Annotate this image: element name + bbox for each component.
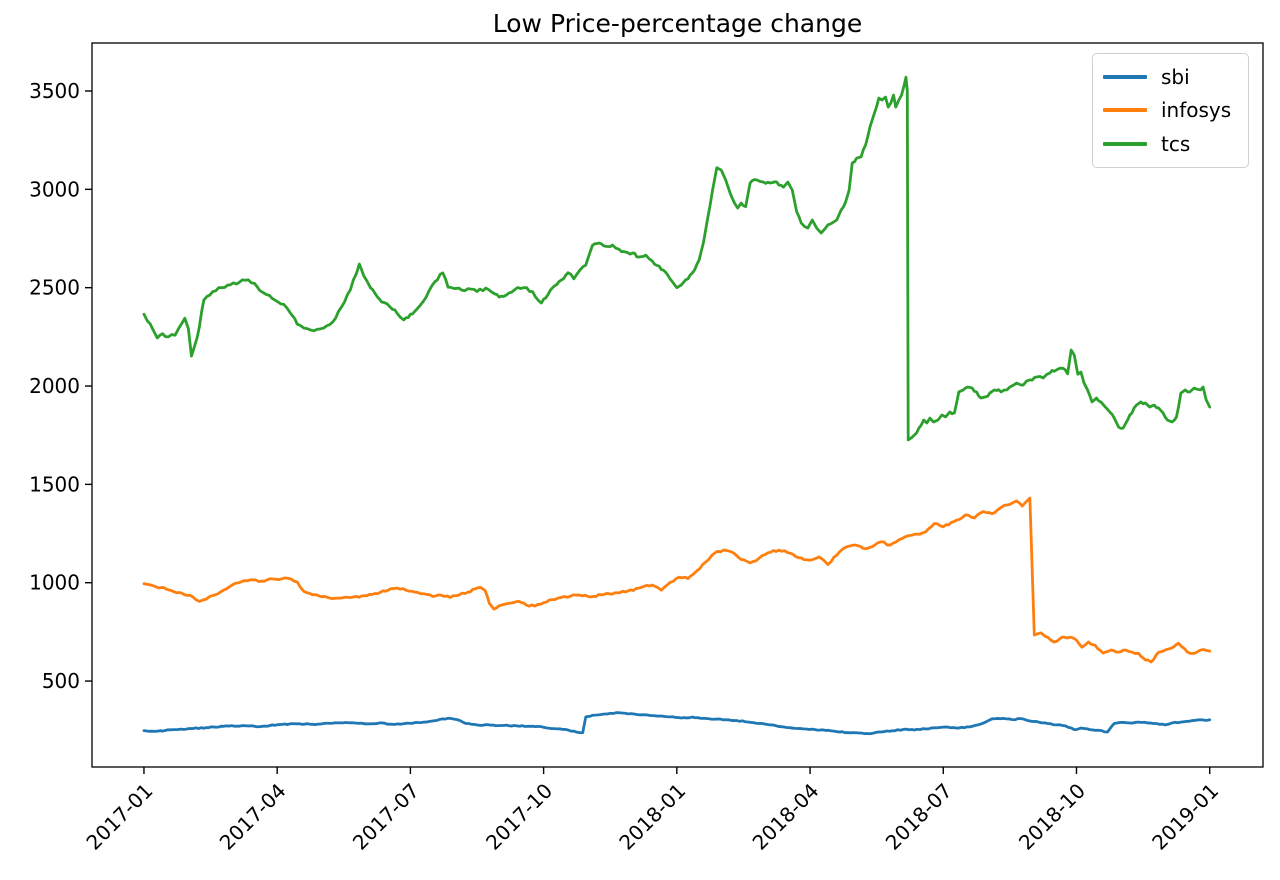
x-tick-label: 2017-07: [348, 779, 424, 855]
series-line-infosys: [142, 496, 1212, 664]
y-tick-label: 1500: [29, 472, 80, 496]
x-tick-label: 2019-01: [1147, 779, 1223, 855]
series-line-tcs: [142, 75, 1212, 442]
y-tick-label: 2500: [29, 276, 80, 300]
legend-line-sbi-icon: [1103, 74, 1147, 79]
legend: sbi infosys tcs: [1092, 53, 1249, 168]
legend-row-tcs: tcs: [1103, 134, 1238, 154]
x-tick-label: 2018-10: [1014, 779, 1090, 855]
legend-label-infosys: infosys: [1161, 98, 1232, 123]
x-tick-label: 2018-01: [614, 779, 690, 855]
legend-line-tcs-icon: [1103, 142, 1147, 147]
x-tick-label: 2018-04: [748, 779, 824, 855]
legend-label-tcs: tcs: [1161, 132, 1191, 157]
y-tick-label: 2000: [29, 374, 80, 398]
legend-line-infosys-icon: [1103, 108, 1147, 113]
y-tick-label: 3500: [29, 79, 80, 103]
legend-label-sbi: sbi: [1161, 64, 1190, 89]
y-tick-label: 500: [42, 669, 80, 693]
y-tick-label: 1000: [29, 571, 80, 595]
x-tick-label: 2018-07: [881, 779, 957, 855]
legend-row-infosys: infosys: [1103, 100, 1238, 120]
plot-frame: [91, 42, 1264, 768]
x-tick-label: 2017-04: [215, 779, 291, 855]
y-tick-label: 3000: [29, 177, 80, 201]
x-tick-label: 2017-01: [81, 779, 157, 855]
legend-row-sbi: sbi: [1103, 67, 1238, 87]
chart-title: Low Price-percentage change: [492, 9, 863, 38]
x-tick-label: 2017-10: [481, 779, 557, 855]
series-line-sbi: [142, 711, 1212, 736]
